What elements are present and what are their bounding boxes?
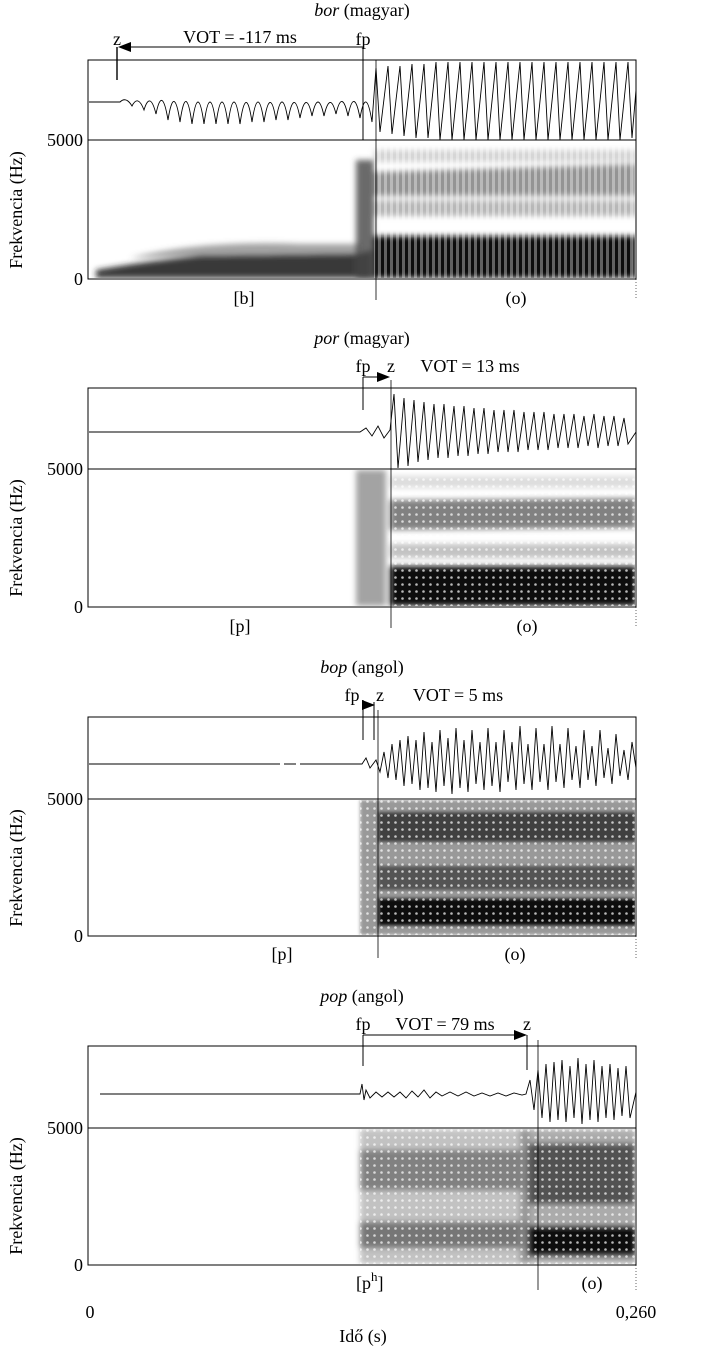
ytick-5000: 5000 [47, 130, 83, 150]
consonant-segment-label: [p] [230, 616, 251, 636]
y-axis-label: Frekvencia (Hz) [6, 479, 27, 596]
vowel-segment-label: (o) [517, 616, 538, 637]
ytick-0: 0 [74, 269, 83, 289]
ytick-0: 0 [74, 597, 83, 617]
spectrogram [360, 800, 635, 935]
vot-label: VOT = 13 ms [420, 356, 519, 376]
panel-title: bor (magyar) [314, 0, 409, 21]
panel-title: pop (angol) [318, 986, 403, 1007]
spectrogram [356, 470, 635, 606]
vowel-segment-label: (o) [582, 1273, 603, 1294]
panel-title: por (magyar) [312, 328, 409, 349]
waveform [89, 61, 637, 141]
release-marker-label: fp [356, 356, 371, 376]
ytick-5000: 5000 [47, 459, 83, 479]
waveform-box [87, 59, 637, 141]
vot-label: VOT = -117 ms [183, 27, 297, 47]
voicing-marker-label: z [387, 356, 395, 376]
panel-title: bop (angol) [320, 657, 403, 678]
release-marker-label: fp [356, 29, 371, 49]
time-end-label: 0,260 [616, 1302, 657, 1322]
y-axis-label: Frekvencia (Hz) [6, 809, 27, 926]
consonant-segment-label: [ph] [356, 1269, 384, 1293]
time-axis-label: Idő (s) [339, 1326, 387, 1347]
ytick-5000: 5000 [47, 789, 83, 809]
ytick-0: 0 [74, 926, 83, 946]
waveform [89, 393, 637, 469]
vowel-segment-label: (o) [505, 944, 526, 965]
panel-bop: bop (angol) fp z VOT = 5 ms Frekvencia (… [6, 657, 637, 965]
consonant-segment-label: [b] [234, 288, 255, 308]
waveform-box [87, 387, 637, 470]
voicing-marker-label: z [113, 29, 121, 49]
waveform [89, 725, 637, 795]
vowel-segment-label: (o) [506, 288, 527, 309]
panel-por: por (magyar) fp z VOT = 13 ms Frekvencia… [6, 328, 637, 637]
waveform [100, 1057, 637, 1125]
panel-pop: pop (angol) fp VOT = 79 ms z Frekvencia [6, 986, 637, 1294]
release-marker-label: fp [345, 685, 360, 705]
vot-arrowhead [377, 372, 390, 382]
release-marker-label: fp [356, 1014, 371, 1034]
ytick-5000: 5000 [47, 1118, 83, 1138]
vot-arrowhead [118, 42, 131, 52]
consonant-segment-label: [p] [272, 944, 293, 964]
vot-label: VOT = 5 ms [413, 685, 503, 705]
ytick-0: 0 [74, 1255, 83, 1275]
waveform-box [87, 716, 637, 800]
time-axis: 0 0,260 Idő (s) [86, 1302, 657, 1347]
voicing-marker-label: z [523, 1014, 531, 1034]
vot-arrowhead [362, 700, 375, 710]
spectrogram [96, 146, 635, 278]
y-axis-label: Frekvencia (Hz) [6, 1137, 27, 1254]
y-axis-label: Frekvencia (Hz) [6, 151, 27, 268]
spectrogram [360, 1129, 635, 1264]
panel-bor: bor (magyar) z fp VOT = -117 ms [6, 0, 637, 309]
vot-arrowhead [514, 1030, 527, 1040]
vot-label: VOT = 79 ms [395, 1014, 494, 1034]
voicing-marker-label: z [376, 685, 384, 705]
time-start-label: 0 [86, 1302, 95, 1322]
